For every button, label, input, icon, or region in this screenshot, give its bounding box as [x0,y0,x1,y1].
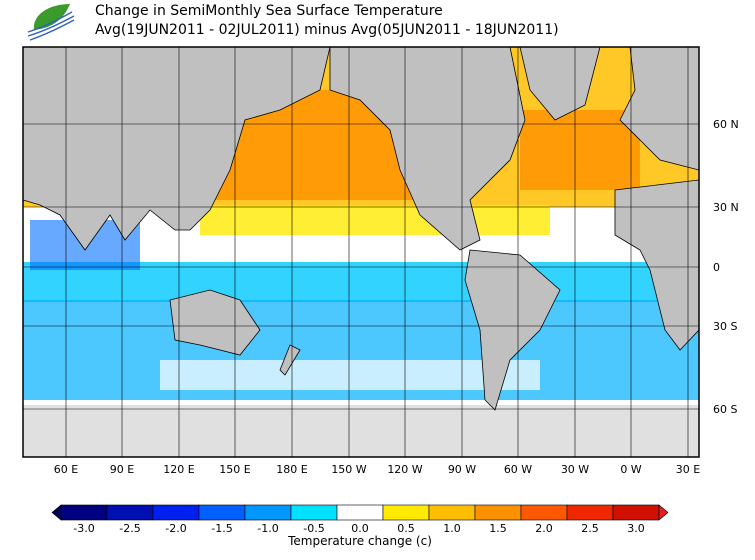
lon-label: 180 E [276,463,308,476]
south-america-land [464,249,561,411]
colorbar-swatch [336,504,384,521]
lat-label: 30 N [713,201,739,214]
chart-subtitle: Avg(19JUN2011 - 02JUL2011) minus Avg(05J… [95,22,559,38]
colorbar-over-arrow [658,504,669,521]
new-zealand-land [279,344,301,376]
colorbar-under-arrow [51,504,62,521]
colorbar-tick-label: -2.5 [119,522,141,535]
colorbar-swatch [60,504,108,521]
colorbar-tick-label: -1.5 [211,522,233,535]
lat-label: 60 S [713,403,738,416]
colorbar-swatch [520,504,568,521]
land-masses [23,47,699,411]
lon-label: 60 W [503,463,533,476]
lon-label: 120 E [163,463,195,476]
colorbar-tick-label: 1.0 [443,522,461,535]
colorbar-tick-label: 3.0 [627,522,645,535]
north-atlantic-warm [520,110,640,190]
colorbar-swatch [566,504,614,521]
lon-label: 150 E [219,463,251,476]
lon-label: 90 W [447,463,477,476]
europe-land [619,47,699,171]
lat-label: 0 [713,261,720,274]
colorbar-tick-label: 2.5 [581,522,599,535]
lon-label: 150 W [331,463,367,476]
colorbar-swatch [106,504,154,521]
colorbar-swatch [244,504,292,521]
lon-label: 30 W [560,463,590,476]
colorbar-tick-label: 0.5 [397,522,415,535]
colorbar-swatch [290,504,338,521]
north-america-land [329,47,526,251]
map-frame [22,46,700,458]
colorbar-title: Temperature change (c) [288,534,432,548]
graticule [23,47,699,457]
colorbar-tick-label: -3.0 [73,522,95,535]
lon-label: 120 W [387,463,423,476]
leaf-wave-logo [27,4,75,41]
colorbar-tick-label: 2.0 [535,522,553,535]
south-mid-white [160,360,540,390]
antarctic-ice [23,405,699,457]
lat-label: 60 N [713,118,739,131]
colorbar [51,504,669,521]
lon-label: 90 E [109,463,135,476]
colorbar-swatch [198,504,246,521]
colorbar-tick-label: -1.0 [257,522,279,535]
colorbar-tick-label: -0.5 [303,522,325,535]
colorbar-swatch [152,504,200,521]
tropic-yellow [200,205,550,235]
colorbar-tick-label: -2.0 [165,522,187,535]
colorbar-tick-label: 0.0 [351,522,369,535]
lat-label: 30 S [713,320,738,333]
africa-land [614,179,699,351]
colorbar-swatch [474,504,522,521]
chart-title: Change in SemiMonthly Sea Surface Temper… [95,3,443,19]
colorbar-tick-label: 1.5 [489,522,507,535]
greenland-land [519,47,601,121]
lon-label: 0 W [620,463,642,476]
lon-label: 60 E [53,463,79,476]
asia-land [23,47,331,251]
colorbar-swatch [612,504,660,521]
colorbar-swatch [428,504,476,521]
lon-label: 30 E [675,463,701,476]
colorbar-swatch [382,504,430,521]
